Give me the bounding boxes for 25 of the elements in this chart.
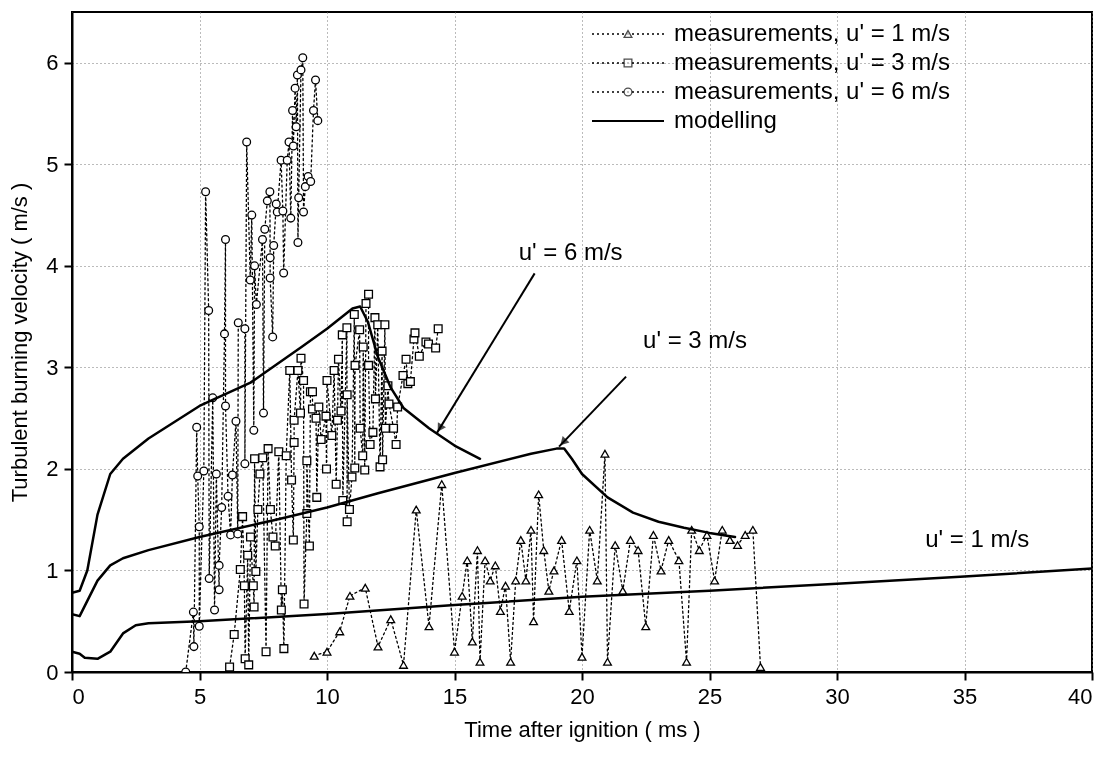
legend-label: modelling [674,106,777,133]
x-tick-label: 40 [1068,683,1093,709]
legend-label: measurements, u' = 3 m/s [674,48,951,75]
y-tick-label: 4 [46,253,59,279]
y-tick-label: 3 [46,354,59,380]
x-tick-label: 10 [315,683,340,709]
x-tick-label: 15 [442,683,468,709]
annotation: u' = 6 m/s [518,238,623,266]
y-axis-title: Turbulent burning velocity ( m/s ) [7,182,33,503]
x-tick-label: 0 [72,683,85,709]
x-axis-title: Time after ignition ( ms ) [464,716,701,742]
annotation: u' = 3 m/s [643,325,748,353]
y-tick-label: 2 [46,456,59,482]
x-tick-label: 5 [193,683,207,709]
x-tick-label: 30 [825,683,850,709]
x-tick-label: 25 [697,683,723,709]
y-tick-label: 0 [46,659,59,685]
legend-label: measurements, u' = 1 m/s [674,19,951,46]
legend-label: measurements, u' = 6 m/s [674,77,951,104]
y-tick-label: 5 [46,151,59,177]
y-tick-label: 1 [46,557,59,583]
x-tick-label: 20 [570,683,595,709]
annotation: u' = 1 m/s [925,524,1030,552]
y-tick-label: 6 [46,50,59,76]
x-tick-label: 35 [952,683,978,709]
